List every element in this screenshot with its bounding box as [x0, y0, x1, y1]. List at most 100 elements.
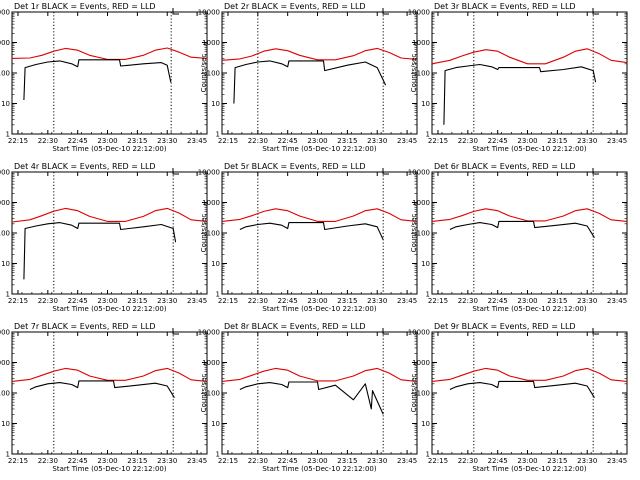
y-tick-label: 100	[0, 230, 10, 238]
corner-mark	[592, 8, 599, 15]
x-tick-label: 23:00	[97, 297, 117, 305]
panel-title: Det 1r BLACK = Events, RED = LLD	[14, 2, 156, 11]
x-tick-label: 22:15	[218, 137, 238, 145]
panel-title: Det 6r BLACK = Events, RED = LLD	[434, 162, 576, 171]
x-tick-label: 23:00	[517, 297, 537, 305]
y-tick-label: 10000	[198, 169, 220, 177]
x-tick-label: 22:45	[488, 457, 508, 465]
x-tick-label: 23:15	[547, 297, 567, 305]
x-tick-label: 22:30	[38, 137, 58, 145]
y-tick-label: 10000	[0, 169, 10, 177]
plot-frame	[11, 331, 208, 455]
x-tick-label: 22:15	[428, 297, 448, 305]
y-tick-label: 10000	[198, 329, 220, 337]
x-axis-label: Start Time (05-Dec-10 22:12:00)	[472, 145, 586, 153]
corner-mark	[382, 8, 389, 15]
x-tick-label: 23:45	[187, 297, 207, 305]
x-tick-label: 23:30	[577, 137, 597, 145]
x-axis-label: Start Time (05-Dec-10 22:12:00)	[262, 465, 376, 473]
y-axis-label: Counts/sec	[200, 54, 208, 93]
lld-series-line	[11, 207, 208, 223]
y-tick-label: 10	[1, 260, 10, 268]
detector-panel-2: Det 2r BLACK = Events, RED = LLD 22:15 22:…	[198, 2, 418, 153]
y-tick-label: 10	[421, 260, 430, 268]
x-tick-label: 22:15	[218, 297, 238, 305]
x-tick-label: 22:30	[38, 457, 58, 465]
corner-mark	[592, 168, 599, 175]
detector-panel-6: Det 6r BLACK = Events, RED = LLD 22:15 22:…	[408, 162, 628, 313]
plot-frame	[11, 11, 208, 135]
x-tick-label: 23:00	[517, 137, 537, 145]
x-tick-label: 23:30	[367, 457, 387, 465]
x-tick-label: 23:00	[307, 137, 327, 145]
x-tick-label: 23:15	[547, 137, 567, 145]
events-series-line	[23, 222, 177, 280]
x-tick-label: 23:15	[337, 137, 357, 145]
y-tick-label: 1	[216, 451, 220, 459]
lld-series-line	[221, 208, 418, 222]
x-tick-label: 23:30	[157, 457, 177, 465]
y-tick-label: 10000	[0, 329, 10, 337]
x-tick-label: 23:00	[307, 457, 327, 465]
corner-mark	[172, 168, 179, 175]
plot-frame	[431, 331, 628, 455]
y-tick-label: 10000	[408, 329, 430, 337]
x-axis-label: Start Time (05-Dec-10 22:12:00)	[52, 305, 166, 313]
x-tick-label: 23:15	[337, 297, 357, 305]
y-tick-label: 1	[216, 131, 220, 139]
events-series-line	[23, 59, 172, 101]
y-tick-label: 1000	[412, 199, 430, 207]
x-tick-label: 23:00	[517, 457, 537, 465]
panel-title: Det 4r BLACK = Events, RED = LLD	[14, 162, 156, 171]
y-tick-label: 100	[0, 390, 10, 398]
detector-panel-9: Det 9r BLACK = Events, RED = LLD 22:15 22:…	[408, 322, 628, 473]
y-tick-label: 100	[207, 230, 220, 238]
x-tick-label: 22:15	[8, 137, 28, 145]
x-tick-label: 23:45	[187, 137, 207, 145]
plot-frame	[221, 331, 418, 455]
plot-frame	[11, 171, 208, 295]
x-tick-label: 22:45	[68, 297, 88, 305]
detector-panel-1: Det 1r BLACK = Events, RED = LLD 22:15 22:…	[0, 2, 208, 153]
y-tick-label: 1	[6, 451, 10, 459]
x-tick-label: 23:00	[97, 137, 117, 145]
x-tick-label: 23:45	[397, 457, 417, 465]
events-series-line	[239, 222, 384, 241]
y-tick-label: 1000	[202, 199, 220, 207]
detector-panel-3: Det 3r BLACK = Events, RED = LLD 22:15 22:…	[408, 2, 628, 153]
x-tick-label: 22:45	[488, 297, 508, 305]
y-tick-label: 10	[1, 100, 10, 108]
x-tick-label: 22:30	[458, 297, 478, 305]
x-axis-label: Start Time (05-Dec-10 22:12:00)	[52, 145, 166, 153]
x-tick-label: 22:15	[8, 297, 28, 305]
panel-title: Det 8r BLACK = Events, RED = LLD	[224, 322, 366, 331]
x-tick-label: 23:45	[607, 137, 627, 145]
y-tick-label: 1	[426, 451, 430, 459]
y-tick-label: 10000	[408, 169, 430, 177]
events-series-line	[29, 380, 175, 398]
y-tick-label: 10	[211, 420, 220, 428]
lld-series-line	[11, 47, 208, 60]
x-tick-label: 23:00	[97, 457, 117, 465]
plot-frame	[221, 171, 418, 295]
events-series-line	[443, 63, 597, 125]
y-tick-label: 1000	[412, 359, 430, 367]
x-tick-label: 23:15	[127, 137, 147, 145]
y-tick-label: 1	[6, 131, 10, 139]
corner-mark	[172, 8, 179, 15]
x-tick-label: 23:30	[157, 137, 177, 145]
corner-mark	[382, 328, 389, 335]
x-tick-label: 23:45	[397, 297, 417, 305]
y-tick-label: 10	[211, 100, 220, 108]
lld-series-line	[221, 47, 418, 61]
events-series-line	[239, 381, 384, 415]
corner-mark	[592, 328, 599, 335]
x-tick-label: 22:15	[8, 457, 28, 465]
panel-title: Det 9r BLACK = Events, RED = LLD	[434, 322, 576, 331]
x-axis-label: Start Time (05-Dec-10 22:12:00)	[262, 305, 376, 313]
y-tick-label: 1	[426, 291, 430, 299]
lld-series-line	[431, 367, 628, 382]
y-axis-label: Counts/sec	[200, 214, 208, 253]
events-series-line	[449, 220, 595, 238]
